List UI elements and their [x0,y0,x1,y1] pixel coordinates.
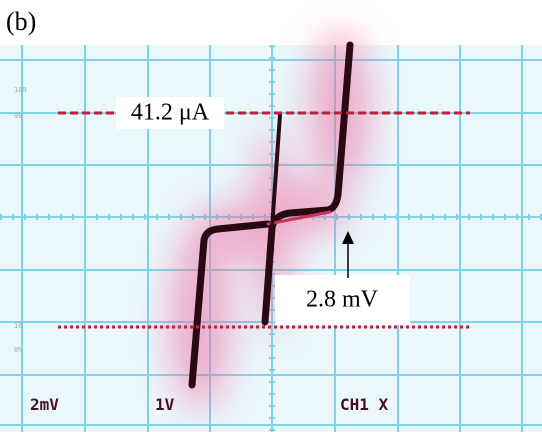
side-label: 10 [14,322,22,330]
ch2-scale: 1V [155,395,175,414]
panel-label: (b) [6,7,36,36]
side-label: 0% [14,346,23,354]
ch1-scale: 2mV [30,395,59,414]
side-label: 90 [14,112,22,120]
mode: CH1 X [340,395,389,414]
current-label: 41.2 μA [131,100,210,126]
figure: (b) 41.2 μA 2.8 mV 2mV 1V C [0,0,542,432]
side-label: 100 [14,86,27,94]
voltage-label: 2.8 mV [306,287,379,313]
